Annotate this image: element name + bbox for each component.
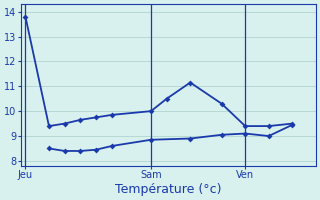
X-axis label: Température (°c): Température (°c) — [115, 183, 221, 196]
